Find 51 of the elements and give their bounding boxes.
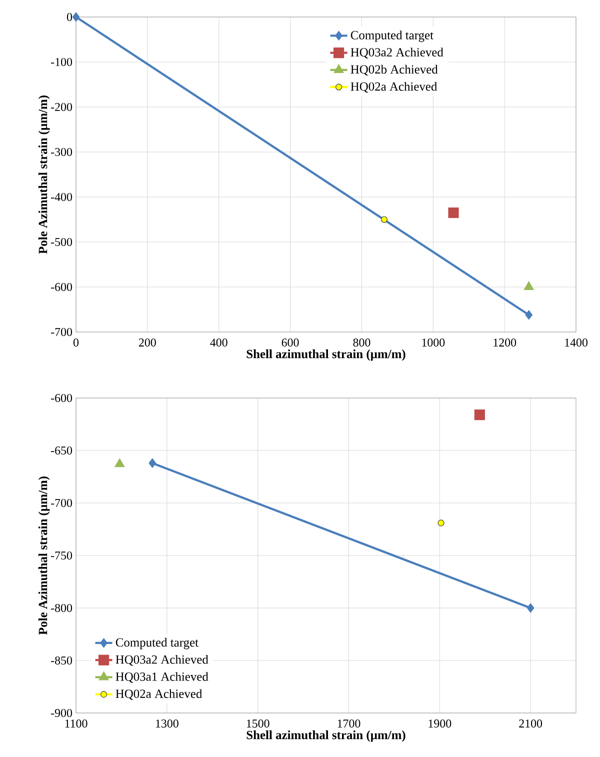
legend-label: HQ03a2 Achieved xyxy=(350,48,444,58)
y-tick-label: -900 xyxy=(51,708,72,718)
x-tick-label: 600 xyxy=(282,338,299,347)
x-tick-label: 2100 xyxy=(519,720,542,728)
point xyxy=(448,207,459,218)
point xyxy=(380,216,388,223)
x-axis-title: Shell azimuthal strain (µm/m) xyxy=(246,730,406,742)
legend-label: HQ02b Achieved xyxy=(350,64,438,76)
x-tick-label: 1300 xyxy=(156,720,178,728)
y-tick-label: -100 xyxy=(51,58,72,66)
y-axis-title: Pole Azimuthal strain (µm/m) xyxy=(38,476,50,635)
x-tick-label: 400 xyxy=(210,338,228,347)
x-tick-label: 1400 xyxy=(565,338,588,347)
y-tick-label: 0 xyxy=(66,12,72,22)
x-tick-label: 0 xyxy=(73,338,79,347)
point xyxy=(114,458,125,468)
point xyxy=(474,410,485,420)
legend-label: Computed target xyxy=(350,30,434,42)
point xyxy=(524,281,534,290)
point xyxy=(525,310,533,320)
y-tick-label: -800 xyxy=(51,604,72,612)
y-tick-label: -600 xyxy=(51,282,72,292)
y-tick-label: -600 xyxy=(51,394,72,402)
point xyxy=(438,520,444,526)
legend-label: HQ02a Achieved xyxy=(350,82,438,93)
x-tick-label: 1100 xyxy=(65,720,88,728)
x-tick-label: 1000 xyxy=(422,338,445,347)
y-tick-label: -700 xyxy=(51,328,72,336)
x-tick-label: 1200 xyxy=(494,338,516,347)
legend-label: HQ03a1 Achieved xyxy=(116,672,208,683)
y-tick-label: -300 xyxy=(51,148,72,156)
y-tick-label: -650 xyxy=(51,446,72,455)
x-tick-label: 800 xyxy=(353,338,370,347)
x-tick-label: 1500 xyxy=(246,720,270,728)
legend-label: Computed target xyxy=(116,638,198,650)
x-axis-title: Shell azimuthal strain (µm/m) xyxy=(246,349,406,361)
x-tick-label: 1900 xyxy=(428,720,452,728)
point xyxy=(148,458,156,468)
y-tick-label: -400 xyxy=(51,192,72,202)
x-tick-label: 1700 xyxy=(338,720,360,728)
legend-label: HQ02a Achieved xyxy=(116,689,202,700)
y-tick-label: -500 xyxy=(51,238,72,246)
point xyxy=(526,603,534,613)
x-tick-label: 200 xyxy=(138,338,156,347)
y-tick-label: -700 xyxy=(51,498,72,508)
legend-label: HQ03a2 Achieved xyxy=(116,655,208,666)
y-tick-label: -200 xyxy=(51,102,72,112)
y-tick-label: -850 xyxy=(51,656,72,665)
y-axis-title: Pole Azimuthal strain (µm/m) xyxy=(38,96,50,254)
point xyxy=(72,12,80,22)
y-tick-label: -750 xyxy=(51,551,72,560)
